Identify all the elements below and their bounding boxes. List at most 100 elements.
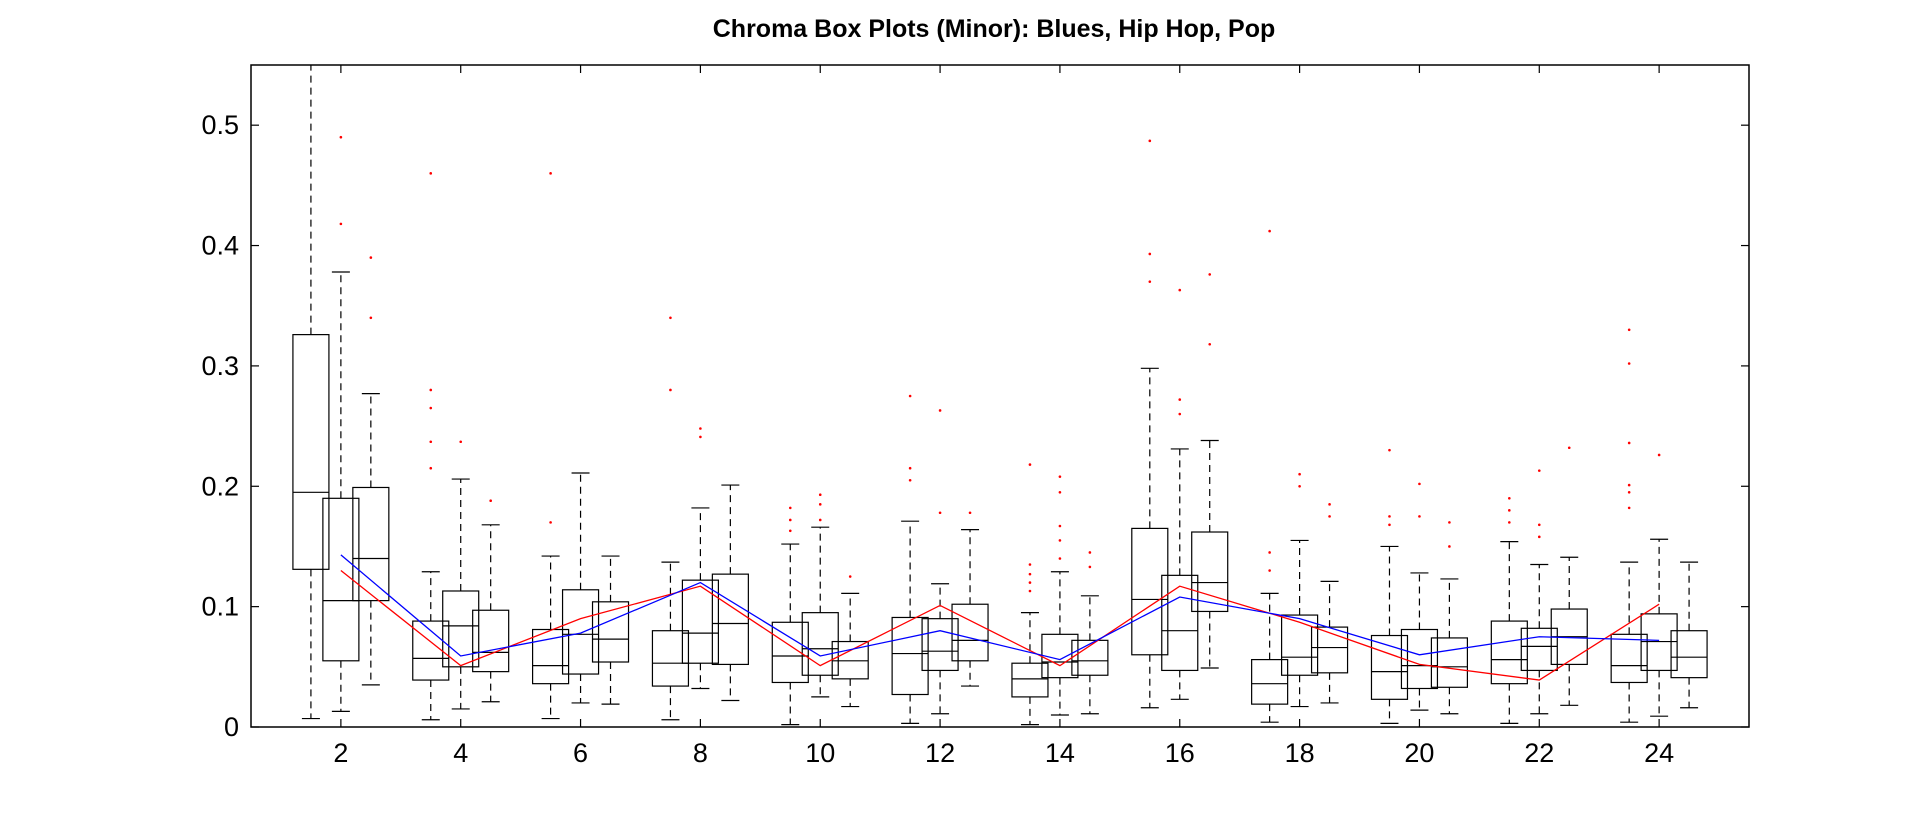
outlier-point [788, 529, 792, 533]
box-body [1011, 662, 1049, 698]
box-body [891, 616, 929, 696]
box-body [1640, 613, 1678, 672]
box-body [1610, 633, 1648, 684]
y-tick-label: 0.4 [201, 231, 239, 261]
outlier-point [1208, 273, 1212, 276]
y-tick-label: 0.2 [201, 471, 239, 501]
outlier-point [669, 388, 672, 392]
outlier-point [1148, 252, 1152, 256]
box-27 [1370, 448, 1409, 724]
box-24 [1251, 229, 1289, 723]
outlier-point [339, 135, 343, 139]
outlier-point [1088, 565, 1092, 569]
outlier-point [1328, 515, 1331, 518]
series-line-1 [340, 554, 1660, 661]
box-10 [681, 427, 720, 690]
x-tick-label: 8 [693, 738, 708, 768]
outlier-point [429, 388, 433, 392]
box-body [771, 621, 809, 684]
outlier-point [1657, 453, 1661, 457]
box-body [1670, 630, 1708, 679]
outlier-point [1028, 589, 1032, 593]
box-11 [711, 484, 749, 702]
x-tick-label: 4 [453, 738, 468, 768]
x-tick-label: 16 [1165, 738, 1195, 768]
outlier-point [1028, 572, 1032, 576]
box-body [1251, 658, 1289, 705]
y-tick-label: 0.3 [201, 351, 239, 381]
x-tick-label: 14 [1045, 738, 1075, 768]
box-body [442, 590, 480, 668]
outlier-point [429, 466, 433, 470]
outlier-point [908, 478, 912, 482]
box-19 [1041, 475, 1079, 716]
chart-marks [292, 65, 1708, 726]
outlier-point [1148, 139, 1152, 143]
outlier-point [938, 511, 942, 515]
x-tick-label: 24 [1644, 738, 1674, 768]
box-9 [651, 316, 690, 721]
y-tick-label: 0.1 [201, 592, 239, 622]
box-body [651, 630, 690, 687]
box-35 [1670, 561, 1708, 709]
box-body [1520, 627, 1558, 672]
box-body [711, 573, 749, 666]
outlier-point [1448, 521, 1451, 524]
outlier-point [1178, 398, 1182, 401]
series-line-0 [340, 570, 1660, 681]
outlier-point [848, 575, 852, 578]
box-body [292, 334, 330, 570]
outlier-point [1178, 288, 1182, 292]
box-body [921, 618, 959, 672]
x-tick-label: 12 [925, 738, 955, 768]
outlier-point [669, 316, 672, 320]
box-body [1280, 614, 1319, 676]
outlier-point [1298, 472, 1301, 476]
x-tick-label: 18 [1285, 738, 1315, 768]
outlier-point [369, 256, 373, 259]
outlier-point [1537, 535, 1541, 539]
box-body [1370, 634, 1409, 700]
outlier-point [1058, 557, 1062, 560]
box-2 [352, 256, 390, 686]
outlier-point [1328, 503, 1331, 506]
outlier-point [1178, 412, 1182, 416]
outlier-point [938, 409, 942, 412]
y-tick-label: 0.5 [201, 110, 239, 140]
outlier-point [1418, 482, 1421, 486]
outlier-point [1148, 280, 1152, 283]
plot-area [251, 65, 1749, 727]
outlier-point [339, 222, 343, 226]
outlier-point [1567, 446, 1571, 450]
outlier-point [1208, 342, 1212, 346]
box-body [1400, 628, 1439, 690]
box-body [322, 497, 360, 662]
outlier-point [1028, 563, 1032, 566]
outlier-point [818, 493, 822, 496]
box-body [531, 628, 570, 685]
outlier-point [818, 503, 822, 506]
outlier-point [429, 172, 433, 175]
outlier-point [549, 521, 552, 524]
box-body [352, 486, 390, 602]
box-12 [771, 506, 809, 726]
outlier-point [1268, 551, 1271, 554]
outlier-point [699, 435, 702, 439]
outlier-point [459, 440, 463, 444]
chart-title: Chroma Box Plots (Minor): Blues, Hip Hop… [713, 15, 1276, 43]
outlier-point [429, 406, 433, 410]
outlier-point [1058, 490, 1062, 494]
outlier-point [699, 427, 702, 430]
box-body [681, 579, 720, 664]
x-tick-label: 22 [1524, 738, 1554, 768]
plot-frame [250, 64, 1750, 728]
outlier-point [1627, 362, 1631, 365]
outlier-point [1627, 490, 1631, 494]
box-8 [591, 555, 630, 705]
box-body [412, 620, 450, 681]
x-tick-label: 20 [1404, 738, 1434, 768]
outlier-point [1298, 484, 1301, 488]
outlier-point [1028, 463, 1032, 466]
